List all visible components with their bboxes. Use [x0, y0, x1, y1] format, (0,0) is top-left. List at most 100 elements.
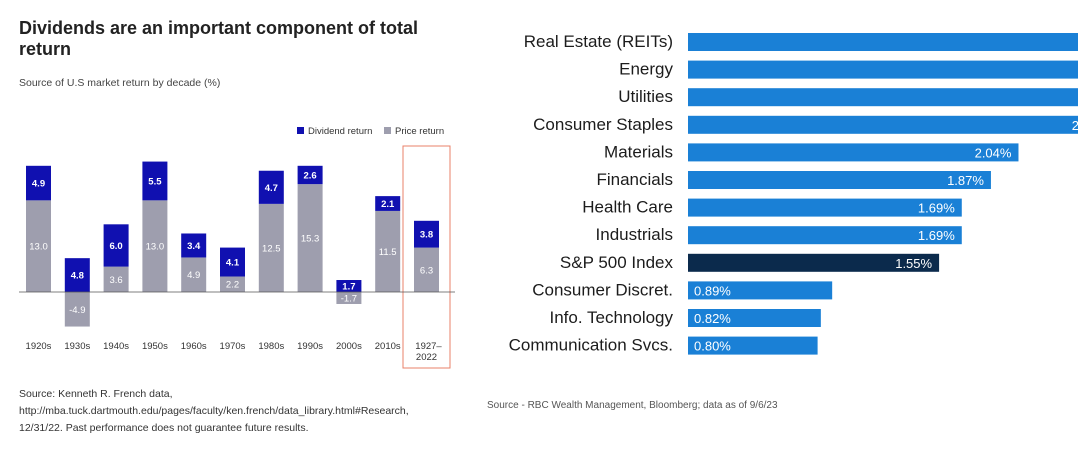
- bar-value-label: 1.55%: [895, 256, 932, 271]
- bar-value-label: 1.69%: [918, 228, 955, 243]
- left-source-line: http://mba.tuck.dartmouth.edu/pages/facu…: [19, 405, 409, 417]
- sector-bar: [688, 281, 833, 300]
- dividend-return-label: 6.0: [109, 241, 122, 252]
- legend-swatch-price: [384, 127, 391, 134]
- price-return-label: -4.9: [69, 305, 85, 316]
- price-return-label: 13.0: [29, 242, 48, 253]
- dividend-return-bar: [64, 258, 90, 292]
- price-return-bar: [258, 203, 284, 292]
- sector-bar: [688, 171, 991, 189]
- left-source-line: 12/31/22. Past performance does not guar…: [19, 422, 309, 434]
- legend-label-dividend: Dividend return: [308, 126, 372, 137]
- x-tick-label: 1927–: [415, 341, 442, 352]
- dividend-return-label: 4.8: [71, 271, 84, 282]
- sector-label: Energy: [619, 60, 673, 79]
- bar-value-label: 1.87%: [947, 173, 984, 188]
- bar-value-label: 1.69%: [918, 201, 955, 216]
- price-return-bar: [181, 257, 207, 292]
- x-tick-label: 2022: [416, 352, 437, 363]
- dividend-stacked-bar-chart: Dividend return Price return 13.0 4.9 1920s -…: [19, 126, 455, 369]
- sector-label: Financials: [596, 170, 673, 189]
- dividend-return-label: 4.7: [265, 183, 278, 194]
- dividend-return-label: 4.1: [226, 258, 240, 269]
- price-return-bar: [414, 247, 439, 292]
- sector-bar: [688, 115, 1078, 134]
- price-return-label: 12.5: [262, 243, 281, 254]
- dividend-return-bar: [297, 165, 323, 185]
- left-source-line: Source: Kenneth R. French data,: [19, 388, 173, 400]
- sector-label: Industrials: [596, 225, 673, 244]
- sector-label: Materials: [604, 142, 673, 161]
- price-return-label: 11.5: [379, 247, 397, 258]
- price-return-bar: [26, 200, 51, 292]
- bar-value-label: 0.82%: [694, 311, 731, 326]
- price-return-bar: [103, 266, 129, 292]
- sector-label: S&P 500 Index: [560, 253, 674, 272]
- x-tick-label: 1940s: [103, 341, 129, 352]
- sector-yield-bar-chart: Real Estate (REITs)3.58%Energy3.54%Utili…: [509, 32, 1078, 355]
- price-return-label: 13.0: [146, 242, 165, 253]
- dividend-return-bar: [258, 170, 284, 204]
- sector-label: Health Care: [582, 198, 673, 217]
- x-tick-label: 1930s: [64, 341, 90, 352]
- price-return-bar: [142, 200, 168, 292]
- left-chart-title: Dividends are an important component of …: [19, 18, 419, 59]
- dividend-return-bar: [103, 224, 129, 267]
- dividend-return-label: 3.8: [420, 230, 433, 241]
- sector-label: Communication Svcs.: [509, 336, 673, 355]
- bar-value-label: 2.64%: [1072, 118, 1078, 133]
- sector-label: Consumer Discret.: [532, 280, 673, 299]
- sector-bar: [688, 336, 818, 355]
- sector-bar: [688, 143, 1019, 162]
- dividend-return-label: 5.5: [148, 176, 162, 187]
- legend-label-price: Price return: [395, 126, 444, 137]
- dividend-return-label: 2.6: [303, 170, 316, 181]
- price-return-bar: [220, 276, 245, 292]
- x-tick-label: 1920s: [26, 341, 52, 352]
- sector-label: Info. Technology: [550, 308, 674, 327]
- dividend-return-bar: [220, 247, 245, 277]
- x-tick-label: 1970s: [220, 341, 246, 352]
- dividend-return-label: 4.9: [32, 179, 45, 190]
- left-panel: Dividend return Price return 13.0 4.9 1920s -…: [0, 0, 470, 454]
- price-return-bar: [64, 292, 90, 327]
- dividend-return-bar: [181, 233, 207, 258]
- x-tick-label: 1960s: [181, 341, 207, 352]
- x-tick-label: 2010s: [375, 341, 401, 352]
- price-return-label: 2.2: [226, 280, 239, 291]
- sector-label: Real Estate (REITs): [524, 32, 673, 51]
- price-return-bar: [375, 210, 401, 292]
- sector-label: Utilities: [618, 87, 673, 106]
- left-chart-subtitle: Source of U.S market return by decade (%…: [19, 77, 221, 89]
- bar-value-label: 2.04%: [975, 145, 1012, 160]
- bar-value-label: 0.89%: [694, 283, 731, 298]
- sector-bar: [688, 226, 962, 245]
- dividend-return-bar: [414, 220, 439, 248]
- sector-bar: [688, 88, 1078, 107]
- legend-swatch-dividend: [297, 127, 304, 134]
- dividend-return-bar: [142, 161, 168, 201]
- price-return-label: 15.3: [301, 234, 320, 245]
- sector-label: Consumer Staples: [533, 115, 673, 134]
- dividend-return-bar: [26, 165, 51, 201]
- dividend-return-label: 2.1: [381, 199, 395, 210]
- dividend-return-bar: [375, 196, 401, 211]
- price-return-label: 3.6: [109, 275, 122, 286]
- price-return-label: 4.9: [187, 270, 200, 281]
- dividend-return-bar: [336, 280, 362, 292]
- price-return-label: -1.7: [341, 293, 357, 304]
- sector-bar: [688, 60, 1078, 79]
- left-source-note: Source: Kenneth R. French data, http://m…: [19, 386, 459, 437]
- right-source-note: Source - RBC Wealth Management, Bloomber…: [487, 400, 778, 411]
- x-tick-label: 2000s: [336, 341, 362, 352]
- dividend-return-label: 3.4: [187, 241, 201, 252]
- x-tick-label: 1990s: [297, 341, 323, 352]
- highlight-box: [402, 145, 451, 369]
- price-return-bar: [297, 184, 323, 292]
- chart-legend: Dividend return Price return: [297, 126, 444, 137]
- sp500-bar: [688, 253, 940, 272]
- bar-value-label: 0.80%: [694, 339, 731, 354]
- price-return-label: 6.3: [420, 265, 433, 276]
- x-tick-label: 1980s: [258, 341, 284, 352]
- sector-bar: [688, 33, 1078, 51]
